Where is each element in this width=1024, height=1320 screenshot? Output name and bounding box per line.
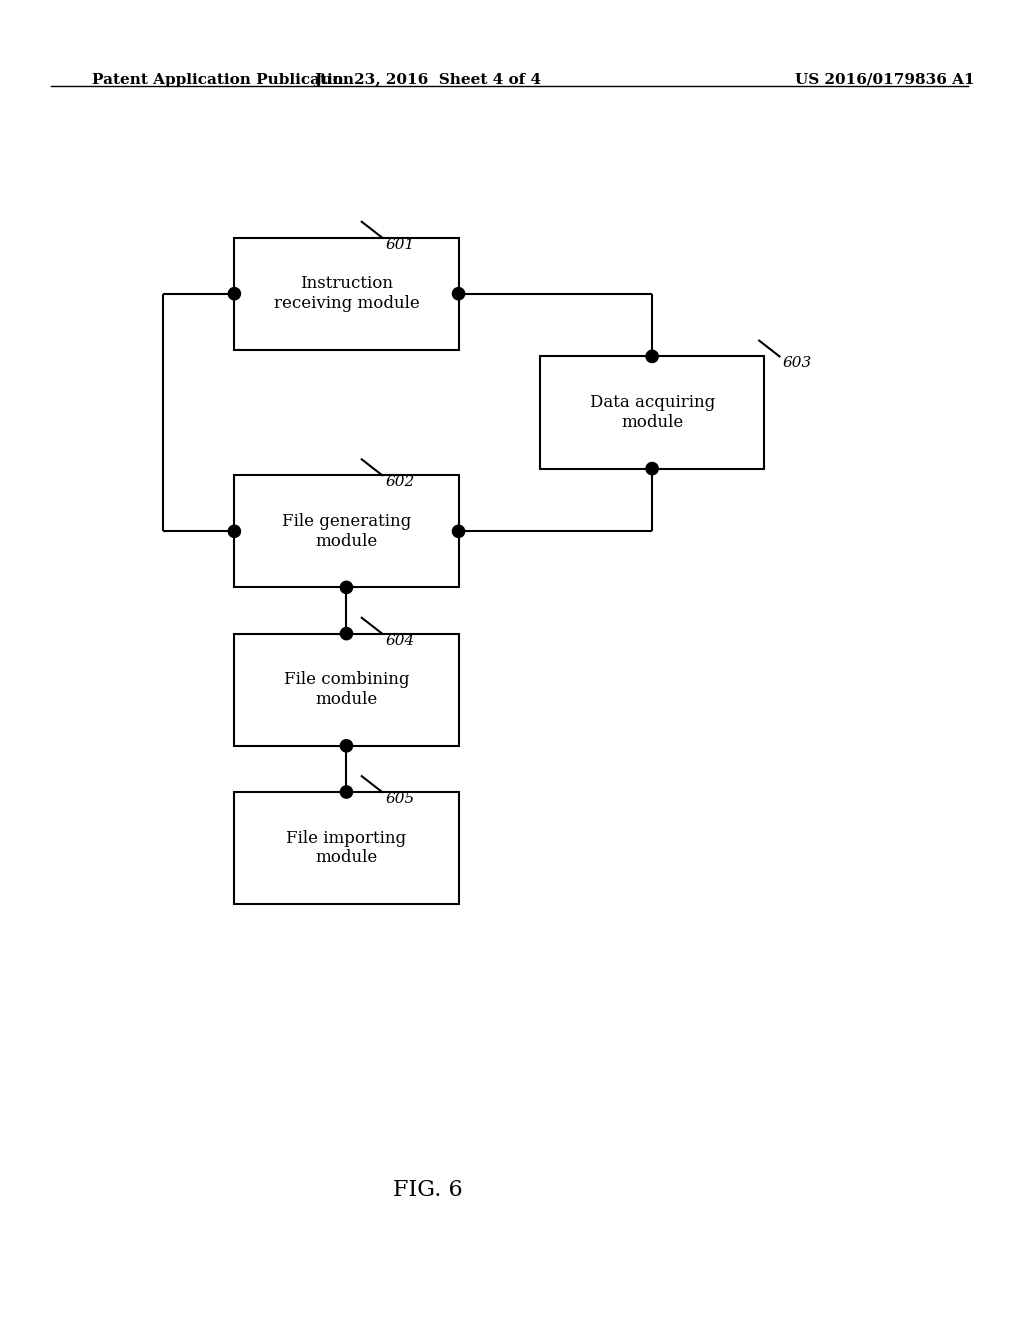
Ellipse shape: [340, 581, 352, 594]
Text: File importing
module: File importing module: [287, 830, 407, 866]
FancyBboxPatch shape: [234, 792, 459, 904]
Ellipse shape: [646, 350, 658, 363]
Ellipse shape: [340, 785, 352, 799]
Text: File combining
module: File combining module: [284, 672, 410, 708]
FancyBboxPatch shape: [234, 238, 459, 350]
Ellipse shape: [228, 525, 241, 537]
Text: 601: 601: [385, 238, 415, 252]
Ellipse shape: [340, 627, 352, 640]
Text: 602: 602: [385, 475, 415, 490]
Text: 605: 605: [385, 792, 415, 807]
FancyBboxPatch shape: [234, 634, 459, 746]
Text: Patent Application Publication: Patent Application Publication: [92, 73, 353, 87]
Ellipse shape: [646, 462, 658, 475]
Text: Jun. 23, 2016  Sheet 4 of 4: Jun. 23, 2016 Sheet 4 of 4: [314, 73, 542, 87]
Ellipse shape: [228, 288, 241, 300]
Text: US 2016/0179836 A1: US 2016/0179836 A1: [795, 73, 975, 87]
Text: File generating
module: File generating module: [282, 513, 411, 549]
Text: Data acquiring
module: Data acquiring module: [590, 395, 715, 430]
Text: Instruction
receiving module: Instruction receiving module: [273, 276, 419, 312]
Ellipse shape: [340, 739, 352, 752]
Text: FIG. 6: FIG. 6: [393, 1179, 463, 1201]
Ellipse shape: [453, 525, 465, 537]
FancyBboxPatch shape: [234, 475, 459, 587]
Text: 603: 603: [782, 356, 812, 371]
Text: 604: 604: [385, 634, 415, 648]
FancyBboxPatch shape: [540, 356, 764, 469]
Ellipse shape: [453, 288, 465, 300]
